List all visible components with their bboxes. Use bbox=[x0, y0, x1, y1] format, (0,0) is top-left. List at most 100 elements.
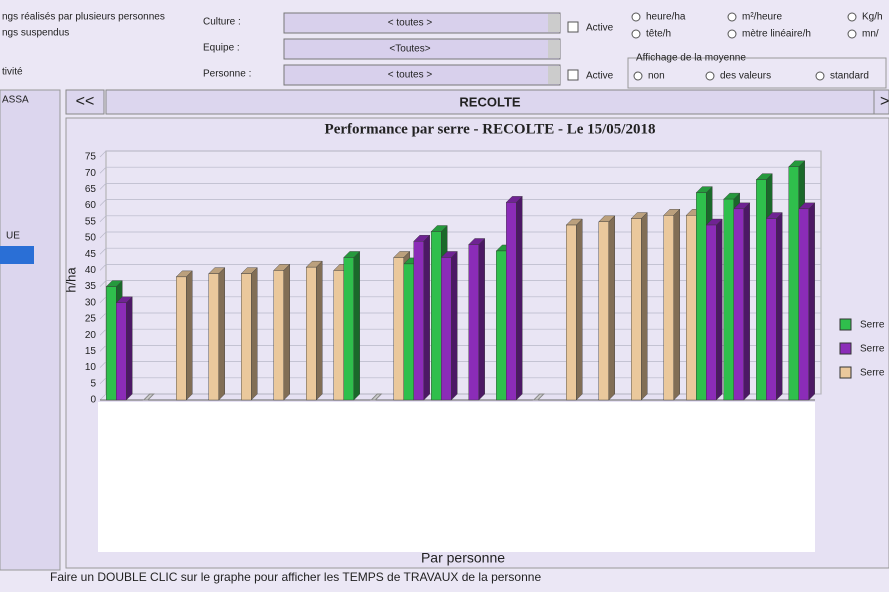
label: Culture : bbox=[203, 17, 241, 28]
legend-label: Serre bbox=[860, 344, 885, 355]
nav-title: RECOLTE bbox=[459, 94, 520, 109]
legend-swatch bbox=[840, 367, 851, 378]
legend-label: Serre bbox=[860, 368, 885, 379]
bar bbox=[724, 199, 734, 400]
radio[interactable] bbox=[728, 13, 736, 21]
y-tick-label: 75 bbox=[85, 152, 97, 163]
bar bbox=[306, 267, 316, 400]
bar bbox=[789, 167, 799, 400]
radio[interactable] bbox=[728, 30, 736, 38]
y-tick-label: 10 bbox=[85, 362, 97, 373]
option-text: ngs suspendus bbox=[2, 28, 69, 39]
page: ngs réalisés par plusieurs personnes ngs… bbox=[0, 0, 889, 592]
caption: Par personne bbox=[421, 550, 505, 566]
bar bbox=[631, 219, 641, 400]
combo-value: <Toutes> bbox=[389, 44, 430, 55]
bar bbox=[599, 222, 609, 400]
list-selection bbox=[0, 246, 34, 264]
radio[interactable] bbox=[848, 13, 856, 21]
y-tick-label: 60 bbox=[85, 200, 97, 211]
bar bbox=[734, 209, 744, 400]
y-tick-label: 25 bbox=[85, 314, 97, 325]
label: tivité bbox=[2, 67, 23, 78]
bar-side bbox=[674, 209, 680, 400]
bar-side bbox=[354, 251, 360, 400]
bar-side bbox=[744, 203, 750, 400]
bar-side bbox=[251, 268, 257, 400]
combo[interactable]: < toutes > bbox=[284, 13, 560, 33]
checkbox-label: Active bbox=[586, 23, 614, 34]
hint: Faire un DOUBLE CLIC sur le graphe pour … bbox=[50, 570, 541, 584]
radio-label: m²/heure bbox=[742, 12, 782, 23]
legend-label: Serre bbox=[860, 320, 885, 331]
bar bbox=[766, 219, 776, 400]
radio[interactable] bbox=[632, 30, 640, 38]
combo-value: < toutes > bbox=[388, 18, 433, 29]
legend-swatch bbox=[840, 343, 851, 354]
bar bbox=[756, 180, 766, 400]
radio[interactable] bbox=[634, 72, 642, 80]
list-header: ASSA bbox=[2, 95, 29, 106]
redaction bbox=[98, 402, 815, 552]
y-tick-label: 70 bbox=[85, 168, 97, 179]
y-tick-label: 35 bbox=[85, 281, 97, 292]
bar-side bbox=[316, 261, 322, 400]
radio-label: Kg/h bbox=[862, 12, 883, 23]
bar bbox=[414, 241, 424, 400]
bar bbox=[506, 202, 516, 400]
group-title: Affichage de la moyenne bbox=[636, 53, 746, 64]
label: Equipe : bbox=[203, 43, 240, 54]
bar bbox=[241, 274, 251, 400]
bar-side bbox=[516, 196, 522, 400]
bar bbox=[334, 270, 344, 400]
bar bbox=[344, 257, 354, 400]
radio-label: tête/h bbox=[646, 29, 671, 40]
list[interactable] bbox=[0, 90, 60, 570]
bar bbox=[664, 215, 674, 400]
checkbox[interactable] bbox=[568, 22, 578, 32]
bar-side bbox=[186, 271, 192, 400]
y-tick-label: 45 bbox=[85, 249, 97, 260]
bar bbox=[566, 225, 576, 400]
bar-side bbox=[479, 238, 485, 400]
y-axis-label: h/ha bbox=[63, 267, 78, 293]
radio[interactable] bbox=[632, 13, 640, 21]
checkbox-label: Active bbox=[586, 71, 614, 82]
checkbox[interactable] bbox=[568, 70, 578, 80]
y-tick-label: 50 bbox=[85, 233, 97, 244]
bar-side bbox=[716, 219, 722, 400]
bar-side bbox=[809, 203, 815, 400]
y-tick-label: 40 bbox=[85, 265, 97, 276]
combo-value: < toutes > bbox=[388, 70, 433, 81]
list-item: UE bbox=[6, 231, 20, 242]
bar bbox=[431, 232, 441, 400]
bar-side bbox=[609, 216, 615, 400]
radio-label: des valeurs bbox=[720, 71, 771, 82]
y-tick-label: 0 bbox=[90, 395, 96, 406]
radio-label: mn/ bbox=[862, 29, 879, 40]
y-tick-label: 30 bbox=[85, 297, 97, 308]
radio-label: mètre linéaire/h bbox=[742, 29, 811, 40]
y-tick-label: 55 bbox=[85, 216, 97, 227]
combo[interactable]: < toutes > bbox=[284, 65, 560, 85]
bar-side bbox=[219, 268, 225, 400]
y-tick-label: 65 bbox=[85, 184, 97, 195]
bar-side bbox=[284, 264, 290, 400]
radio-label: standard bbox=[830, 71, 869, 82]
bar bbox=[799, 209, 809, 400]
radio[interactable] bbox=[706, 72, 714, 80]
bar bbox=[394, 257, 404, 400]
bar bbox=[106, 287, 116, 400]
radio[interactable] bbox=[816, 72, 824, 80]
screen: ngs réalisés par plusieurs personnes ngs… bbox=[0, 0, 889, 592]
bar bbox=[696, 193, 706, 400]
nav-next: > bbox=[880, 93, 889, 110]
nav-prev: << bbox=[76, 93, 95, 110]
y-tick-label: 5 bbox=[90, 378, 96, 389]
combo[interactable]: <Toutes> bbox=[284, 39, 560, 59]
label: Personne : bbox=[203, 69, 251, 80]
radio-label: non bbox=[648, 71, 665, 82]
radio[interactable] bbox=[848, 30, 856, 38]
bar bbox=[686, 215, 696, 400]
bar bbox=[706, 225, 716, 400]
